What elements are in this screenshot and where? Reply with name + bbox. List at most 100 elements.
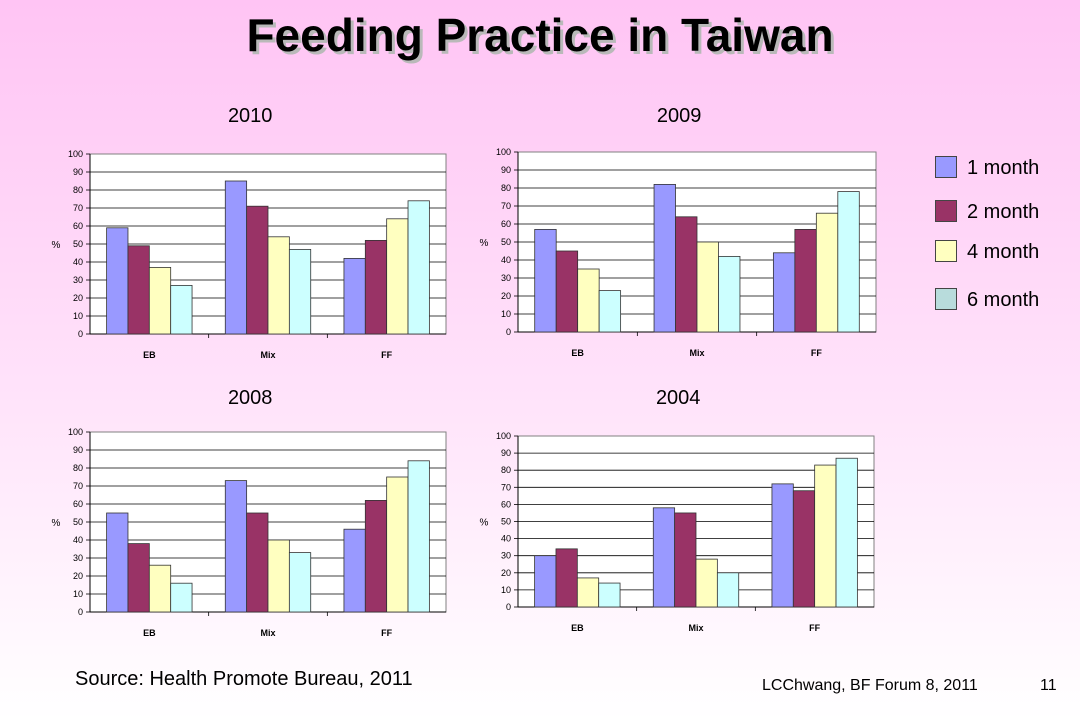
y-tick-label: 100 xyxy=(68,149,83,159)
y-tick-label: 50 xyxy=(73,517,83,527)
bar-mix-1-month xyxy=(652,507,676,608)
bar-mix-2-month xyxy=(246,512,269,613)
y-tick-label: 40 xyxy=(73,535,83,545)
x-tick-label: EB xyxy=(571,348,584,358)
y-tick-label: 20 xyxy=(501,291,511,301)
chart-title: 2008 xyxy=(228,387,273,409)
bar-eb-4-month xyxy=(577,268,600,333)
legend-label-4-month: 4 month xyxy=(967,241,1040,263)
bar-mix-2-month xyxy=(246,205,269,335)
chart-2008: 2008 0 10 20 30 40 50 60 70 80 90 100% EB Mix FF xyxy=(52,387,447,638)
bar-ff-6-month xyxy=(837,191,860,333)
x-tick-label: FF xyxy=(811,348,822,358)
bar-eb-4-month xyxy=(148,564,172,613)
y-tick-label: 30 xyxy=(73,275,83,285)
y-tick-label: 50 xyxy=(501,237,511,247)
y-tick-label: 100 xyxy=(68,427,83,437)
y-axis-label: % xyxy=(52,518,61,529)
bar-eb-6-month xyxy=(170,582,193,613)
x-tick-label: EB xyxy=(143,628,156,638)
y-tick-label: 50 xyxy=(73,239,83,249)
chart-2009: 2009 0 10 20 30 40 50 60 70 80 90 100% EB Mix FF xyxy=(480,105,877,358)
x-tick-label: FF xyxy=(809,623,820,633)
legend-swatch-4-month xyxy=(935,240,957,262)
bar-ff-2-month xyxy=(364,239,388,335)
y-tick-label: 60 xyxy=(501,499,511,509)
bar-eb-2-month xyxy=(127,543,150,613)
bar-mix-1-month xyxy=(224,180,248,335)
y-tick-label: 0 xyxy=(78,607,83,617)
x-tick-label: Mix xyxy=(260,350,275,360)
bar-ff-1-month xyxy=(771,483,794,608)
bar-eb-6-month xyxy=(598,582,621,608)
bar-ff-2-month xyxy=(794,228,817,333)
bar-eb-4-month xyxy=(576,577,600,608)
y-tick-label: 20 xyxy=(501,568,511,578)
legend-item-2-month: 2 month xyxy=(935,200,1075,226)
bar-ff-4-month xyxy=(386,476,409,613)
legend-item-4-month: 4 month xyxy=(935,240,1075,266)
bar-mix-4-month xyxy=(267,236,290,335)
legend-swatch-6-month xyxy=(935,288,957,310)
bar-ff-6-month xyxy=(407,200,430,335)
footer-credit: LCChwang, BF Forum 8, 2011 xyxy=(762,677,978,694)
y-tick-label: 80 xyxy=(501,183,511,193)
y-tick-label: 60 xyxy=(501,219,511,229)
y-axis-label: % xyxy=(480,518,489,529)
bar-eb-6-month xyxy=(598,290,622,333)
bar-eb-6-month xyxy=(170,284,193,335)
y-tick-label: 30 xyxy=(501,551,511,561)
bar-eb-2-month xyxy=(127,245,150,335)
bar-ff-1-month xyxy=(772,252,796,333)
legend-label-2-month: 2 month xyxy=(967,201,1040,223)
bar-mix-6-month xyxy=(716,572,740,608)
bar-ff-6-month xyxy=(835,457,858,608)
y-tick-label: 90 xyxy=(501,448,511,458)
y-tick-label: 80 xyxy=(73,185,83,195)
bar-eb-4-month xyxy=(148,266,172,335)
y-tick-label: 10 xyxy=(501,309,511,319)
chart-title: 2004 xyxy=(656,387,701,409)
legend-swatch-1-month xyxy=(935,156,957,178)
bar-mix-1-month xyxy=(653,184,676,333)
bar-eb-2-month xyxy=(555,250,579,333)
chart-2010: 2010 0 10 20 30 40 50 60 70 80 90 100% EB Mix FF xyxy=(52,105,447,360)
bar-mix-2-month xyxy=(675,216,698,333)
x-tick-label: Mix xyxy=(260,628,275,638)
y-tick-label: 70 xyxy=(73,481,83,491)
x-tick-label: Mix xyxy=(688,623,703,633)
bar-ff-2-month xyxy=(364,500,388,613)
x-tick-label: EB xyxy=(143,350,156,360)
bar-ff-1-month xyxy=(343,257,366,335)
x-tick-label: FF xyxy=(381,628,392,638)
bar-mix-6-month xyxy=(288,552,312,613)
bar-eb-1-month xyxy=(534,555,557,608)
chart-title: 2010 xyxy=(228,105,273,127)
y-tick-label: 60 xyxy=(73,221,83,231)
bar-mix-4-month xyxy=(695,558,718,608)
x-tick-label: EB xyxy=(571,623,584,633)
y-tick-label: 60 xyxy=(73,499,83,509)
y-tick-label: 40 xyxy=(501,534,511,544)
y-tick-label: 20 xyxy=(73,571,83,581)
page-number: 11 xyxy=(1040,677,1057,694)
y-tick-label: 90 xyxy=(73,445,83,455)
bar-mix-2-month xyxy=(674,512,697,608)
y-tick-label: 30 xyxy=(501,273,511,283)
legend-swatch-2-month xyxy=(935,200,957,222)
bar-mix-6-month xyxy=(288,248,312,335)
y-tick-label: 80 xyxy=(501,465,511,475)
y-axis-label: % xyxy=(52,240,61,251)
y-tick-label: 40 xyxy=(73,257,83,267)
legend-item-1-month: 1 month xyxy=(935,156,1075,182)
y-tick-label: 90 xyxy=(501,165,511,175)
y-tick-label: 100 xyxy=(496,147,511,157)
y-tick-label: 70 xyxy=(501,201,511,211)
y-tick-label: 70 xyxy=(73,203,83,213)
y-tick-label: 100 xyxy=(496,431,511,441)
y-axis-label: % xyxy=(480,238,489,249)
bar-mix-4-month xyxy=(267,539,290,613)
y-tick-label: 0 xyxy=(78,329,83,339)
y-tick-label: 80 xyxy=(73,463,83,473)
bar-ff-4-month xyxy=(814,464,837,608)
